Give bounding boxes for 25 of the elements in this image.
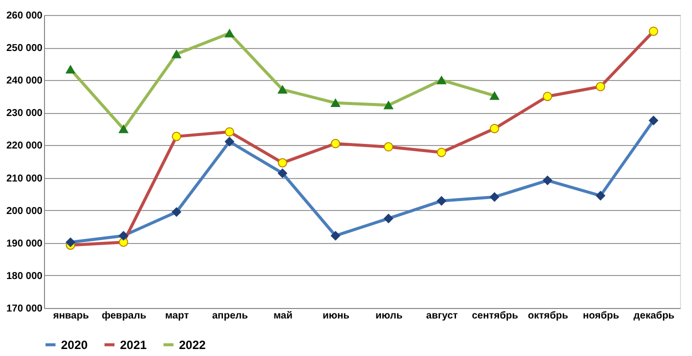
y-tick-label: 180 000 <box>6 270 43 282</box>
x-tick-label: январь <box>53 310 89 322</box>
y-tick-label: 260 000 <box>6 10 43 22</box>
y-tick-label: 200 000 <box>6 206 43 217</box>
legend-label: 2021 <box>120 338 148 352</box>
x-tick-label: июнь <box>322 310 350 322</box>
x-tick-label: май <box>274 310 292 322</box>
y-tick-label: 210 000 <box>6 173 43 184</box>
x-tick-label: ноябрь <box>582 310 620 322</box>
x-tick-label: апрель <box>212 310 248 322</box>
y-tick-label: 190 000 <box>6 238 43 250</box>
y-tick-label: 170 000 <box>6 304 43 314</box>
x-tick-label: сентябрь <box>472 310 518 322</box>
y-tick-label: 230 000 <box>6 108 43 120</box>
y-tick-label: 220 000 <box>6 140 43 152</box>
x-tick-label: октябрь <box>528 310 568 322</box>
x-tick-label: декабрь <box>634 310 674 322</box>
y-tick-label: 250 000 <box>6 43 43 54</box>
legend-label: 2022 <box>179 338 206 352</box>
x-tick-label: март <box>165 310 189 322</box>
x-tick-label: август <box>426 310 458 322</box>
y-tick-label: 240 000 <box>6 76 43 87</box>
x-tick-label: февраль <box>102 310 146 322</box>
legend-label: 2020 <box>61 338 88 352</box>
x-tick-label: июль <box>376 310 402 322</box>
